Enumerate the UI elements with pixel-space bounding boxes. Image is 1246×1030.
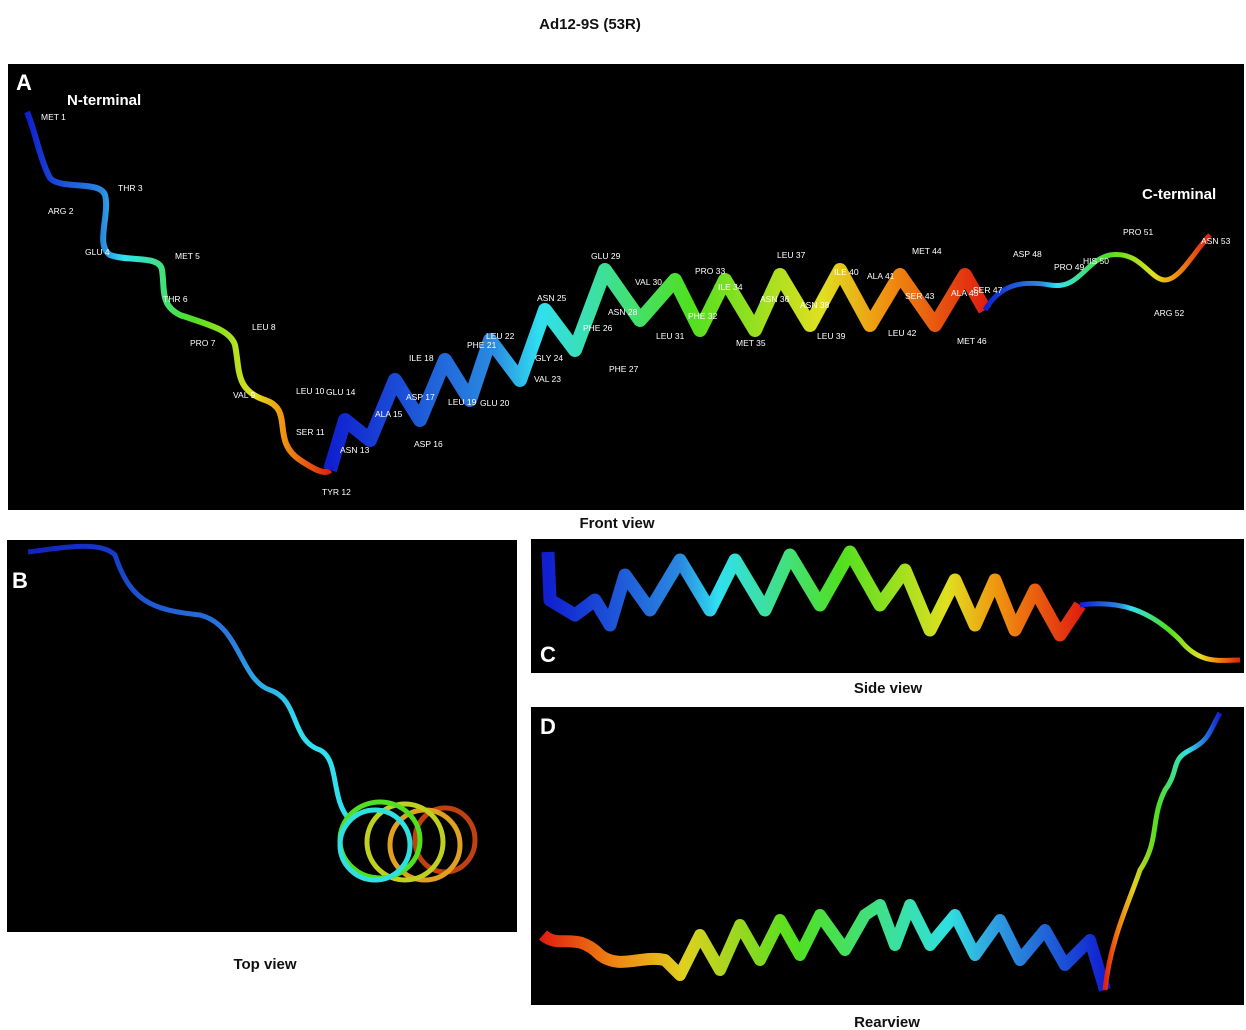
residue-label: PHE 21	[467, 340, 497, 350]
residue-label: PHE 32	[688, 311, 718, 321]
residue-label: GLU 20	[480, 398, 510, 408]
residue-label: GLU 14	[326, 387, 356, 397]
residue-label: THR 3	[118, 183, 143, 193]
residue-label: ALA 15	[375, 409, 403, 419]
panel-letter: A	[16, 70, 32, 95]
residue-label: ASP 16	[414, 439, 443, 449]
residue-label: MET 1	[41, 112, 66, 122]
residue-label: ASN 28	[608, 307, 638, 317]
residue-label: ASN 38	[800, 300, 830, 310]
residue-label: PHE 26	[583, 323, 613, 333]
residue-label: LEU 39	[817, 331, 846, 341]
figure-canvas: Ad12-9S (53R) A N-terminal C-terminal ME…	[0, 0, 1246, 1030]
residue-label: LEU 37	[777, 250, 806, 260]
panel-caption: Side view	[854, 680, 923, 697]
residue-label: MET 44	[912, 246, 942, 256]
residue-label: PRO 7	[190, 338, 216, 348]
residue-label: MET 46	[957, 336, 987, 346]
residue-label: LEU 42	[888, 328, 917, 338]
residue-label: ILE 34	[718, 282, 743, 292]
residue-label: MET 35	[736, 338, 766, 348]
panel-letter: B	[12, 568, 28, 593]
figure: Ad12-9S (53R) A N-terminal C-terminal ME…	[0, 0, 1246, 1030]
residue-label: SER 11	[296, 427, 325, 437]
panel-letter: C	[540, 642, 556, 667]
panel-caption: Rearview	[854, 1014, 920, 1030]
residue-label: VAL 30	[635, 277, 662, 287]
residue-label: VAL 23	[534, 374, 561, 384]
residue-label: GLY 24	[535, 353, 563, 363]
residue-label: GLU 29	[591, 251, 621, 261]
residue-label: SER 43	[905, 291, 935, 301]
residue-label: PRO 33	[695, 266, 726, 276]
residue-label: VAL 9	[233, 390, 255, 400]
residue-label: ILE 40	[834, 267, 859, 277]
residue-label: GLU 4	[85, 247, 110, 257]
residue-label: LEU 19	[448, 397, 477, 407]
residue-label: ASP 17	[406, 392, 435, 402]
residue-label: HIS 50	[1083, 256, 1109, 266]
residue-label: ILE 18	[409, 353, 434, 363]
panel-c	[531, 539, 1244, 673]
panel-caption: Front view	[579, 515, 654, 532]
figure-title: Ad12-9S (53R)	[539, 16, 641, 33]
residue-label: PRO 51	[1123, 227, 1154, 237]
residue-label: ASN 36	[760, 294, 790, 304]
residue-label: MET 5	[175, 251, 200, 261]
residue-label: ASN 25	[537, 293, 567, 303]
c-terminal: C-terminal	[1142, 186, 1216, 203]
residue-label: LEU 10	[296, 386, 325, 396]
residue-label: THR 6	[163, 294, 188, 304]
residue-label: ALA 41	[867, 271, 895, 281]
residue-label: SER 47	[973, 285, 1003, 295]
residue-label: ASP 48	[1013, 249, 1042, 259]
residue-label: PRO 49	[1054, 262, 1085, 272]
residue-label: TYR 12	[322, 487, 351, 497]
residue-label: ASN 13	[340, 445, 370, 455]
residue-label: ASN 53	[1201, 236, 1231, 246]
residue-label: LEU 8	[252, 322, 276, 332]
residue-label: LEU 22	[486, 331, 515, 341]
residue-label: PHE 27	[609, 364, 639, 374]
n-terminal: N-terminal	[67, 92, 141, 109]
panel-letter: D	[540, 714, 556, 739]
residue-label: LEU 31	[656, 331, 685, 341]
panel-caption: Top view	[233, 956, 296, 973]
residue-label: ARG 2	[48, 206, 74, 216]
residue-label: ARG 52	[1154, 308, 1185, 318]
